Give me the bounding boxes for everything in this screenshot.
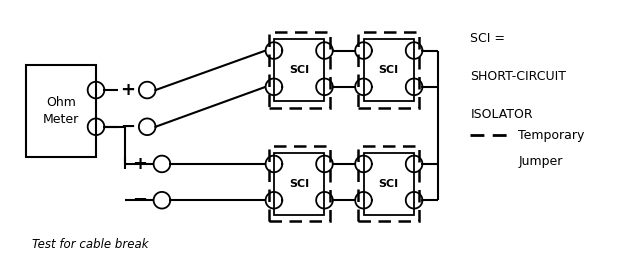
FancyBboxPatch shape xyxy=(364,153,414,215)
FancyBboxPatch shape xyxy=(269,32,330,108)
FancyBboxPatch shape xyxy=(274,153,324,215)
Text: SCI: SCI xyxy=(289,65,309,75)
Text: SHORT-CIRCUIT: SHORT-CIRCUIT xyxy=(470,70,566,83)
FancyBboxPatch shape xyxy=(274,39,324,101)
FancyBboxPatch shape xyxy=(269,146,330,221)
Text: SCI: SCI xyxy=(379,65,399,75)
Text: +: + xyxy=(120,81,135,99)
Text: Temporary: Temporary xyxy=(518,129,585,141)
Text: Test for cable break: Test for cable break xyxy=(32,238,148,251)
Text: SCI: SCI xyxy=(379,178,399,189)
Text: −: − xyxy=(132,191,148,209)
Text: −: − xyxy=(120,118,136,136)
Text: ISOLATOR: ISOLATOR xyxy=(470,108,533,121)
FancyBboxPatch shape xyxy=(26,65,96,157)
Text: Jumper: Jumper xyxy=(518,156,563,168)
Text: SCI: SCI xyxy=(289,178,309,189)
FancyBboxPatch shape xyxy=(358,146,419,221)
Text: SCI =: SCI = xyxy=(470,32,506,45)
FancyBboxPatch shape xyxy=(358,32,419,108)
Text: Ohm
Meter: Ohm Meter xyxy=(43,96,79,126)
FancyBboxPatch shape xyxy=(364,39,414,101)
Text: +: + xyxy=(132,155,147,173)
